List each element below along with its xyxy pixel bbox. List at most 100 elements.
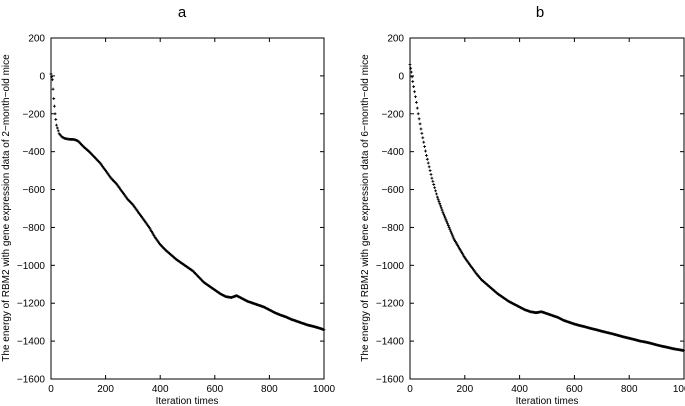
data-point [54, 118, 58, 121]
data-point [413, 90, 416, 94]
x-axis-label-b: Iteration times [516, 396, 579, 406]
data-point [55, 123, 58, 127]
x-axis-label-a: Iteration times [156, 396, 219, 406]
data-point [420, 131, 424, 135]
data-point [411, 80, 415, 83]
y-ticks-b: 200 0 −200 −400 −600 −800 −1000 −1200 −1400 −1600 [376, 34, 684, 386]
y-tick-label: −200 [381, 109, 404, 120]
y-tick-label: −800 [381, 223, 404, 234]
x-ticks-a: 0 200 400 600 800 1000 [48, 38, 336, 395]
data-point [56, 129, 60, 133]
data-point [418, 122, 422, 126]
y-axis-label-b: The energy of RBM2 with gene expression … [360, 54, 371, 362]
y-axis-label-a: The energy of RBM2 with gene expression … [1, 54, 12, 362]
data-point [446, 222, 449, 226]
data-point [431, 179, 435, 183]
x-tick-label: 400 [511, 384, 528, 395]
data-point [51, 87, 55, 91]
data-point [409, 70, 413, 74]
data-point [429, 173, 433, 176]
data-point [438, 202, 442, 206]
data-point [448, 227, 452, 231]
data-point [50, 78, 54, 82]
data-point [439, 204, 442, 208]
data-point [445, 220, 449, 224]
data-point [322, 328, 326, 332]
x-tick-label: 600 [206, 384, 223, 395]
data-point [427, 165, 431, 169]
data-point [439, 206, 443, 210]
data-point [52, 97, 56, 101]
x-tick-label: 200 [456, 384, 473, 395]
data-series-a [49, 72, 326, 332]
y-tick-label: 0 [39, 71, 45, 82]
y-tick-label: −600 [381, 185, 404, 196]
data-point [430, 176, 434, 180]
y-tick-label: −1600 [17, 375, 46, 386]
x-tick-label: 1000 [673, 384, 685, 395]
y-tick-label: 0 [398, 71, 404, 82]
data-point [433, 186, 437, 190]
data-point [428, 169, 432, 173]
data-series-b [408, 63, 685, 352]
data-point [53, 104, 56, 108]
data-point [440, 208, 444, 212]
data-point [435, 192, 438, 196]
y-tick-label: −1400 [376, 337, 405, 348]
data-point [446, 224, 450, 227]
x-tick-label: 0 [48, 384, 54, 395]
y-tick-label: −1400 [17, 337, 46, 348]
y-tick-label: −400 [381, 147, 404, 158]
data-point [451, 235, 455, 239]
data-point [443, 216, 447, 220]
y-tick-label: 200 [387, 34, 404, 45]
x-tick-label: 400 [152, 384, 169, 395]
x-tick-label: 0 [407, 384, 413, 395]
data-point [422, 140, 426, 144]
data-point [414, 101, 418, 104]
data-point [442, 212, 446, 216]
data-point [55, 126, 59, 130]
plot-frame-b [409, 37, 685, 380]
data-point [434, 189, 437, 193]
x-tick-label: 800 [261, 384, 278, 395]
data-point [444, 218, 448, 222]
data-point [50, 75, 54, 79]
data-point [450, 231, 453, 235]
x-tick-label: 600 [566, 384, 583, 395]
x-tick-label: 1000 [313, 384, 336, 395]
x-tick-label: 800 [621, 384, 638, 395]
y-tick-label: 200 [28, 34, 45, 45]
data-point [426, 161, 430, 165]
data-point [53, 112, 57, 116]
data-point [417, 117, 421, 121]
panel-letter-a: a [178, 4, 187, 21]
panel-letter-b: b [536, 4, 544, 21]
y-tick-label: −1200 [17, 299, 46, 310]
data-point [432, 183, 436, 186]
x-tick-label: 200 [97, 384, 114, 395]
data-point [447, 226, 451, 229]
data-point [437, 200, 441, 203]
data-point [425, 154, 428, 157]
data-point [415, 106, 419, 110]
y-tick-label: −200 [22, 109, 45, 120]
data-point [416, 112, 420, 116]
y-tick-label: −800 [22, 223, 45, 234]
data-point [419, 127, 423, 131]
data-point [441, 210, 445, 214]
data-point [412, 85, 416, 89]
y-tick-label: −1000 [17, 261, 46, 272]
data-point [436, 195, 439, 199]
data-point [436, 197, 440, 201]
x-ticks-b: 0 200 400 600 800 1000 [407, 38, 685, 395]
data-point [408, 63, 412, 66]
plot-frame-a [50, 37, 325, 380]
y-tick-label: −1200 [376, 299, 405, 310]
y-tick-label: −1000 [376, 261, 405, 272]
y-tick-label: −600 [22, 185, 45, 196]
data-point [449, 229, 453, 233]
y-ticks-a: 200 0 −200 −400 −600 −800 −1000 −1200 −1400 −1600 [17, 34, 324, 386]
data-point [49, 72, 53, 76]
